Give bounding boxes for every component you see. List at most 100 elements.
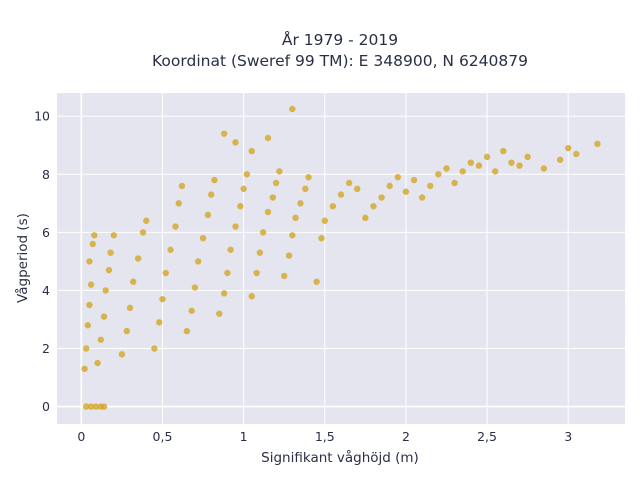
data-point [207, 191, 215, 198]
data-point [248, 147, 255, 155]
data-point [378, 194, 385, 201]
data-point [370, 203, 377, 210]
data-point [337, 191, 345, 198]
y-tick-label: 8 [42, 167, 50, 182]
data-point [240, 185, 247, 193]
data-point [232, 223, 239, 230]
data-point [89, 240, 96, 248]
data-point [292, 214, 299, 222]
data-point [204, 211, 212, 219]
data-point [264, 208, 272, 216]
data-point [443, 165, 450, 172]
data-point [508, 159, 515, 166]
y-axis-label: Vågperiod (s) [14, 213, 31, 303]
data-point [386, 182, 393, 190]
x-tick-label: 1 [240, 429, 248, 444]
data-point [143, 217, 150, 224]
data-point [540, 165, 548, 172]
data-point [276, 168, 283, 175]
data-point [178, 182, 186, 190]
data-point [156, 319, 163, 326]
y-tick-label: 6 [42, 225, 50, 240]
data-point [318, 234, 325, 242]
data-point [227, 246, 234, 253]
data-point [573, 150, 580, 158]
data-point [297, 200, 304, 207]
data-point [94, 359, 101, 367]
data-point [264, 134, 272, 142]
chart-title-line-2: Koordinat (Sweref 99 TM): E 348900, N 62… [152, 52, 528, 70]
data-point [97, 336, 105, 343]
data-point [410, 176, 418, 184]
data-point [232, 139, 239, 146]
data-point [151, 345, 158, 352]
data-point [86, 258, 93, 265]
data-point [289, 105, 296, 113]
data-point [87, 281, 95, 288]
data-point [105, 266, 113, 274]
data-point [91, 232, 98, 239]
data-point [394, 174, 401, 181]
data-point [139, 229, 147, 236]
data-point [402, 188, 410, 195]
data-point [216, 310, 223, 317]
data-point [259, 229, 267, 236]
data-point [130, 278, 137, 285]
data-point [459, 168, 466, 175]
data-point [211, 176, 218, 184]
data-point [556, 156, 564, 163]
data-point [345, 179, 353, 187]
data-point [188, 307, 195, 314]
y-tick-label: 0 [42, 399, 50, 414]
x-tick-label: 2,5 [477, 429, 497, 444]
data-point [81, 365, 88, 373]
data-point [248, 293, 255, 300]
data-point [162, 269, 169, 277]
y-tick-labels: 0 2 4 6 8 10 [34, 109, 50, 414]
data-point [427, 182, 434, 190]
data-point [134, 255, 142, 262]
data-point [329, 203, 337, 210]
x-tick-label: 3 [564, 429, 572, 444]
data-point [285, 252, 293, 259]
data-point [102, 287, 109, 294]
data-point [491, 168, 499, 175]
data-point [289, 232, 296, 239]
data-point [87, 403, 95, 410]
data-point [475, 162, 483, 169]
data-point [126, 304, 134, 312]
x-axis-label: Signifikant våghöjd (m) [261, 449, 419, 466]
x-tick-label: 0 [77, 429, 85, 444]
data-point [524, 153, 531, 161]
data-point [435, 171, 442, 178]
data-point [243, 171, 251, 178]
data-point [100, 313, 108, 320]
data-point [256, 249, 264, 256]
data-point [194, 258, 202, 265]
y-tick-label: 4 [42, 283, 50, 298]
data-point [110, 232, 118, 239]
data-point [516, 162, 523, 169]
data-point [451, 179, 458, 187]
data-point [83, 345, 90, 352]
y-tick-label: 10 [34, 109, 50, 124]
data-point [418, 194, 426, 201]
data-point [123, 327, 130, 335]
data-point [269, 194, 277, 201]
data-point [86, 301, 93, 309]
data-point [159, 295, 166, 303]
data-point [167, 246, 174, 253]
data-point [467, 159, 475, 166]
x-tick-labels: 0 0,5 1 1,5 2 2,5 3 [77, 429, 572, 444]
data-point [183, 327, 191, 335]
data-point [83, 403, 90, 410]
data-point [362, 214, 369, 222]
data-point [220, 290, 228, 297]
data-point [107, 249, 114, 256]
data-point [594, 140, 601, 148]
data-point [253, 269, 260, 277]
data-point [354, 185, 361, 193]
data-point [199, 234, 207, 242]
data-point [305, 174, 312, 181]
